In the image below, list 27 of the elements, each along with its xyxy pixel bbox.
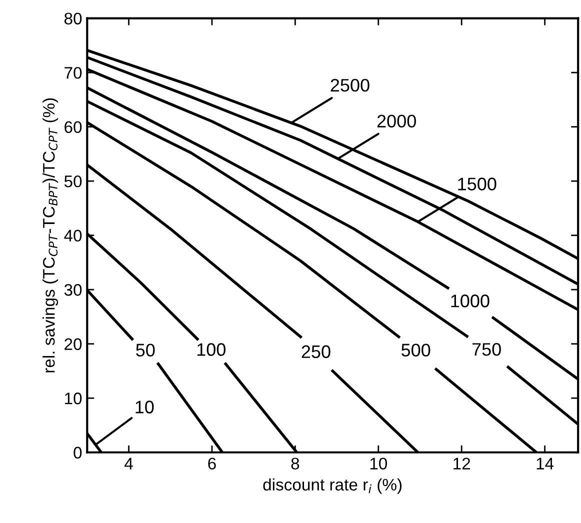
x-axis-title: discount rate r$_{i}$ (%)	[263, 478, 402, 494]
series-label: 500	[401, 344, 430, 356]
annotation: 1500	[458, 178, 496, 190]
y-tick-label: 30	[64, 284, 82, 296]
series-label: 1000	[451, 294, 490, 308]
y-tick-label: 10	[65, 392, 82, 404]
x-tick-label: 6	[208, 458, 216, 470]
series-label: 250	[302, 345, 330, 358]
y-tick-label: 60	[64, 121, 82, 134]
y-tick-label: 0	[74, 446, 82, 459]
x-tick-label: 8	[291, 458, 300, 470]
x-tick-label: 4	[124, 458, 133, 470]
y-tick-label: 40	[64, 230, 82, 242]
series-label: 750	[472, 343, 501, 356]
y-tick-label: 80	[64, 12, 82, 25]
annotation: 2500	[330, 78, 370, 92]
x-tick-label: 10	[370, 458, 388, 470]
annotation: 2000	[377, 114, 416, 128]
y-axis-title: rel. savings (TC$_{CPT}$-TC$_{BPT}$)/TC$_{CPT}$ (%)	[42, 98, 58, 372]
series-label: 50	[136, 344, 155, 357]
y-tick-label: 50	[64, 175, 82, 188]
annotation: 10	[136, 400, 154, 414]
series-label: 100	[197, 343, 226, 356]
y-tick-label: 20	[64, 338, 82, 350]
x-tick-label: 12	[454, 458, 470, 470]
x-tick-label: 14	[536, 458, 554, 470]
y-tick-label: 70	[64, 66, 82, 79]
